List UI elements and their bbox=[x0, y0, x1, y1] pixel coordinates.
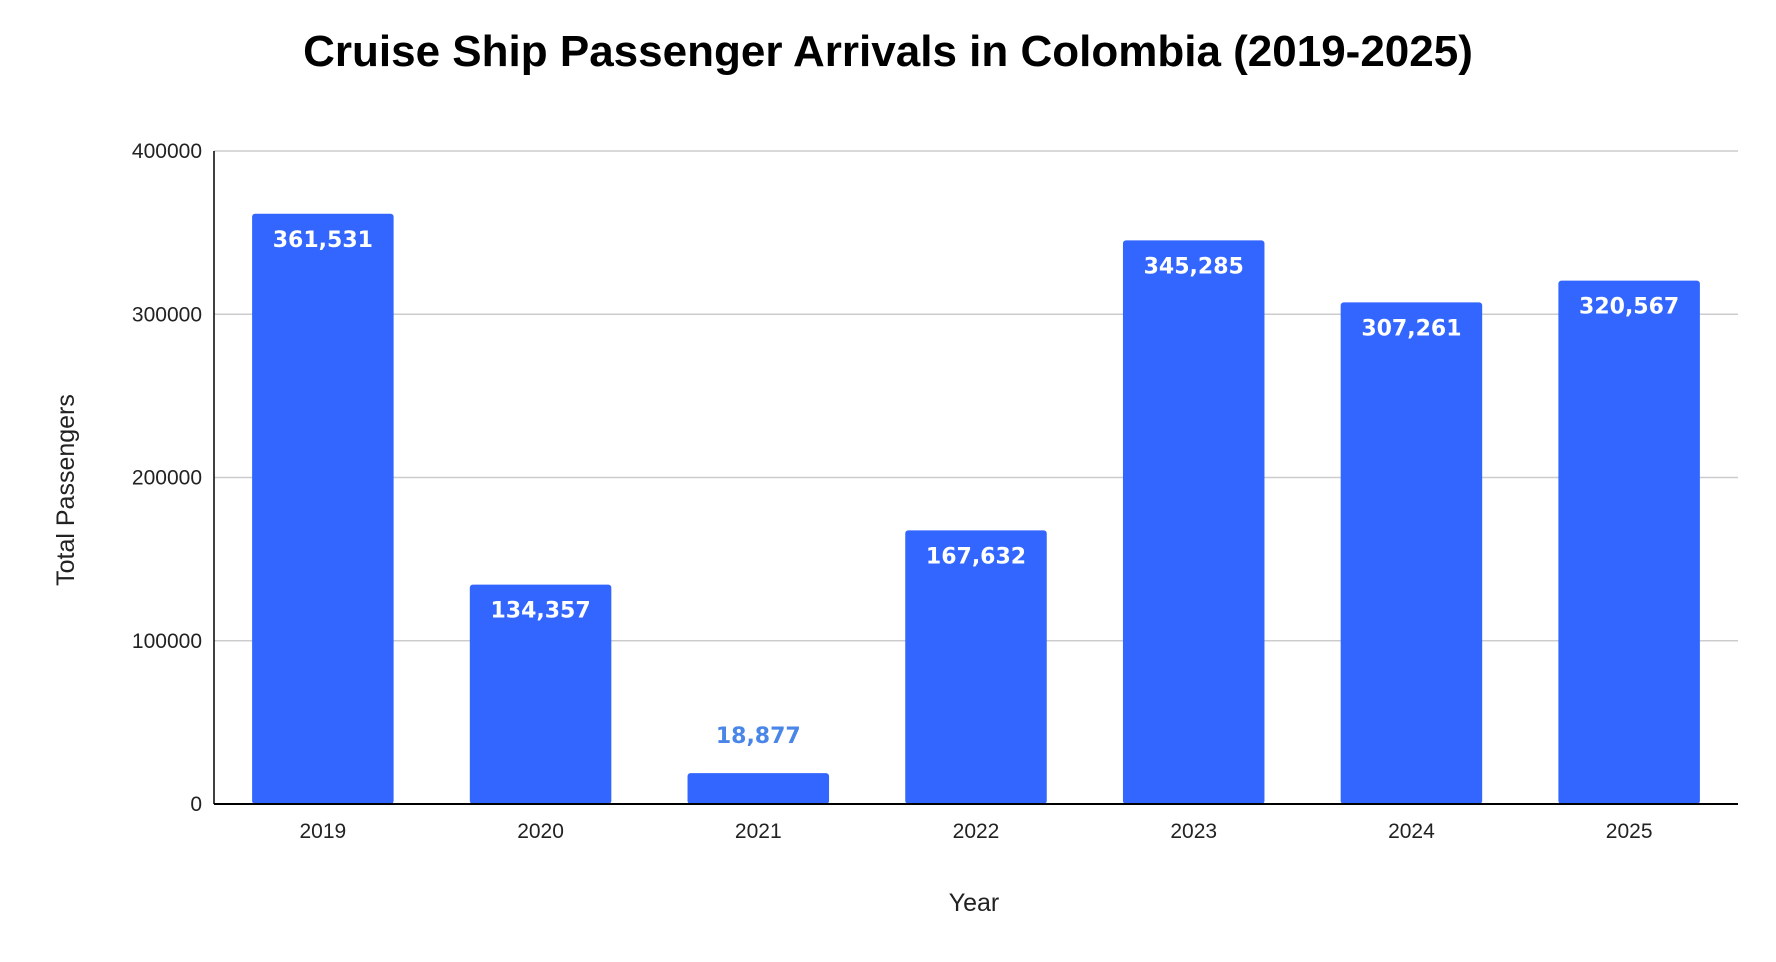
y-tick-label: 100000 bbox=[132, 630, 202, 653]
bar-2023 bbox=[1122, 240, 1265, 804]
bar-2020 bbox=[469, 584, 612, 804]
y-tick-label: 0 bbox=[190, 793, 202, 816]
data-label: 361,531 bbox=[273, 228, 373, 253]
bar-2021 bbox=[687, 773, 830, 804]
x-tick-label: 2022 bbox=[953, 820, 1000, 843]
data-label: 307,261 bbox=[1361, 316, 1461, 341]
chart-title: Cruise Ship Passenger Arrivals in Colomb… bbox=[303, 27, 1473, 76]
y-axis-ticks: 0 100000 200000 300000 400000 bbox=[132, 140, 202, 816]
bar-2024 bbox=[1340, 302, 1483, 804]
x-tick-label: 2025 bbox=[1606, 820, 1653, 843]
x-tick-label: 2020 bbox=[517, 820, 564, 843]
x-tick-label: 2023 bbox=[1170, 820, 1217, 843]
bars bbox=[252, 213, 1700, 804]
x-axis-title: Year bbox=[949, 889, 1000, 917]
y-tick-label: 200000 bbox=[132, 467, 202, 490]
data-labels: 361,531 134,357 18,877 167,632 345,285 307,26… bbox=[273, 228, 1679, 749]
x-tick-label: 2024 bbox=[1388, 820, 1435, 843]
x-tick-label: 2019 bbox=[299, 820, 346, 843]
data-label: 18,877 bbox=[716, 724, 801, 749]
y-tick-label: 400000 bbox=[132, 140, 202, 163]
data-label: 167,632 bbox=[926, 544, 1026, 569]
y-axis-title: Total Passengers bbox=[52, 394, 80, 586]
data-label: 345,285 bbox=[1144, 254, 1244, 279]
y-tick-label: 300000 bbox=[132, 303, 202, 326]
data-label: 320,567 bbox=[1579, 295, 1679, 320]
bar-2019 bbox=[252, 213, 394, 804]
x-tick-label: 2021 bbox=[735, 820, 782, 843]
data-label: 134,357 bbox=[490, 599, 590, 624]
bar-2025 bbox=[1558, 280, 1700, 804]
bar-2022 bbox=[905, 530, 1047, 804]
x-axis-ticks: 2019 2020 2021 2022 2023 2024 2025 bbox=[299, 820, 1652, 843]
